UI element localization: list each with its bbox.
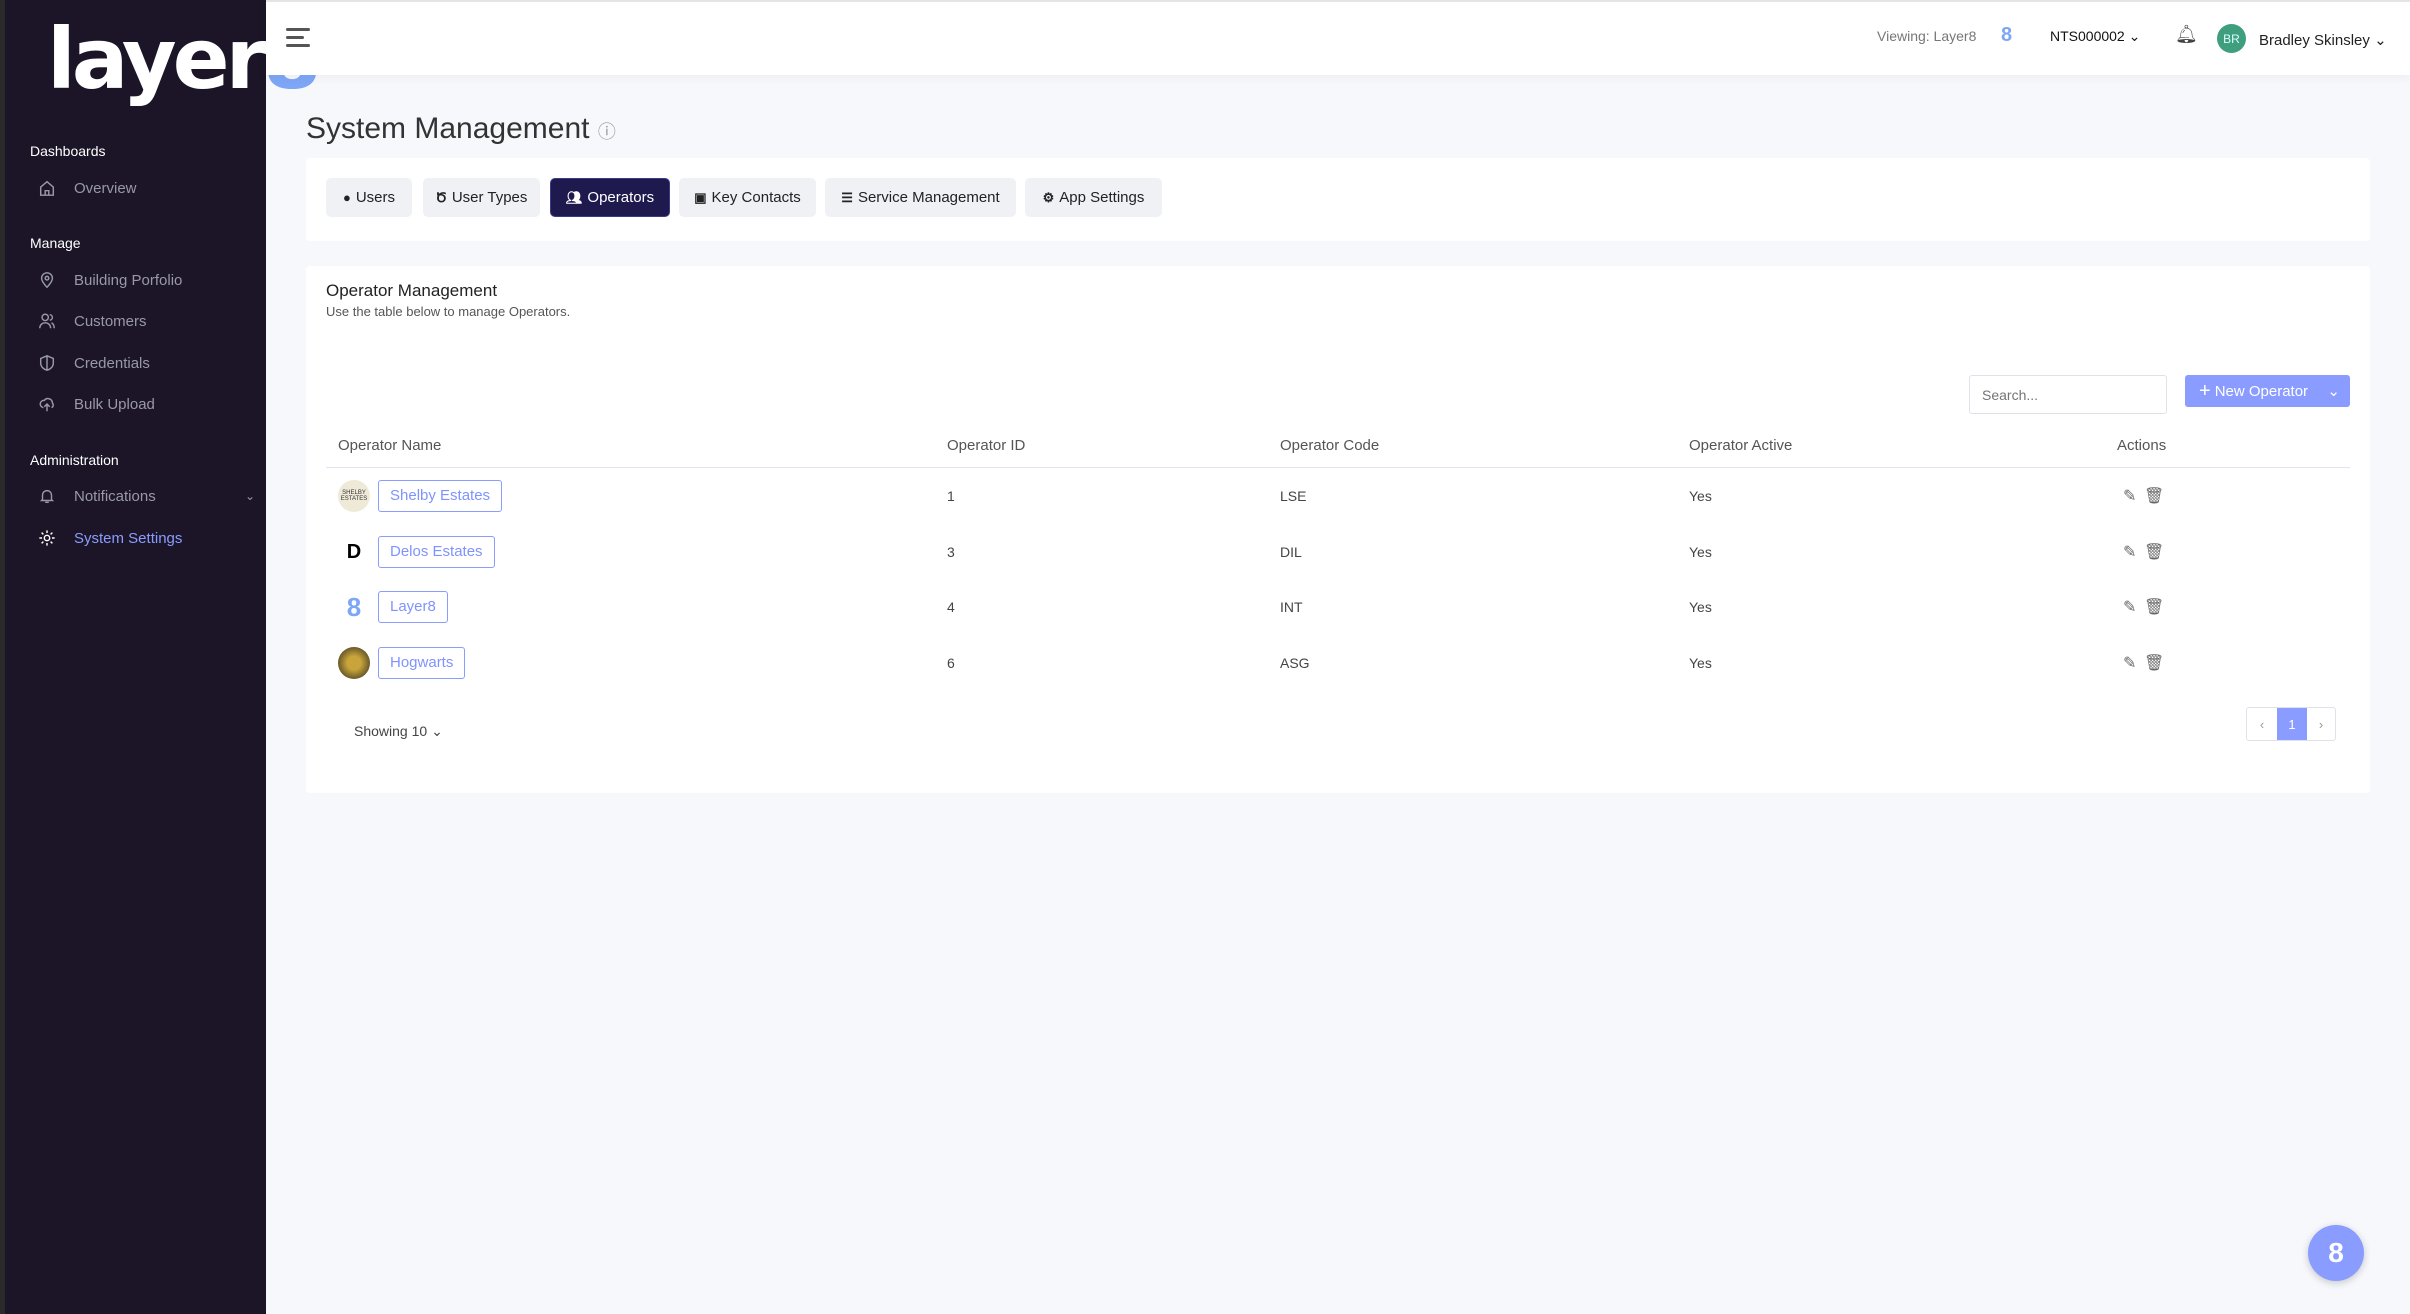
sidebar-item-system-settings[interactable]: System Settings (30, 520, 255, 556)
section-administration: Administration (30, 452, 119, 468)
sidebar-item-bulk-upload[interactable]: Bulk Upload (30, 386, 255, 422)
sidebar: layer8 Dashboards Overview Manage Buildi… (0, 0, 322, 1314)
search-input[interactable] (1969, 375, 2167, 414)
top-header: Viewing: Layer8 8 NTS000002 ⌄ 🔔︎ BR Brad… (266, 0, 2410, 75)
operator-id: 6 (947, 655, 955, 671)
operator-logo-icon: 8 (2001, 24, 2013, 46)
new-operator-button[interactable]: + New Operator ⌄ (2185, 375, 2350, 407)
tab-operators[interactable]: 👥︎ Operators (550, 178, 670, 217)
chevron-down-icon: ⌄ (431, 723, 443, 739)
sidebar-item-overview[interactable]: Overview (30, 170, 255, 206)
users-icon (39, 313, 55, 329)
trash-icon[interactable]: 🗑︎ (2144, 544, 2165, 561)
home-icon (39, 180, 55, 196)
col-actions: Actions (2117, 437, 2167, 454)
operator-id: 4 (947, 599, 955, 615)
tab-users[interactable]: ● Users (326, 178, 412, 217)
tab-service-management[interactable]: ☰ Service Management (825, 178, 1016, 217)
sidebar-item-building-portfolio[interactable]: Building Porfolio (30, 262, 255, 298)
edit-icon[interactable]: ✎ (2123, 655, 2137, 672)
notifications-bell-icon[interactable]: 🔔︎ (2175, 24, 2198, 44)
col-operator-active[interactable]: Operator Active (1689, 437, 1793, 454)
operator-code: ASG (1280, 655, 1310, 671)
operator-active: Yes (1689, 655, 1712, 671)
operator-code: LSE (1280, 488, 1307, 504)
operator-management-card (306, 266, 2370, 793)
address-book-icon: ▣ (694, 189, 707, 205)
viewing-label: Viewing: Layer8 (1877, 28, 1977, 44)
operator-logo-icon: 8 (346, 591, 362, 622)
edit-icon[interactable]: ✎ (2123, 488, 2137, 505)
tab-user-types[interactable]: Ծ User Types (423, 178, 540, 217)
users-icon: 👥︎ (565, 189, 583, 205)
help-icon[interactable]: ⓘ (597, 122, 616, 142)
chevron-down-icon: ⌄ (244, 489, 255, 503)
tab-key-contacts[interactable]: ▣ Key Contacts (679, 178, 816, 217)
panel-title: Operator Management (326, 281, 498, 300)
operator-active: Yes (1689, 544, 1712, 560)
operator-name-link[interactable]: Hogwarts (378, 647, 466, 679)
chat-fab-button[interactable]: 8 (2308, 1225, 2364, 1281)
col-operator-code[interactable]: Operator Code (1280, 437, 1380, 454)
pagination: ‹ 1 › (2246, 707, 2336, 741)
plus-icon: + (2199, 379, 2211, 402)
trash-icon[interactable]: 🗑︎ (2144, 599, 2165, 616)
operator-code: INT (1280, 599, 1303, 615)
sidebar-item-notifications[interactable]: Notifications ⌄ (30, 478, 255, 514)
col-operator-id[interactable]: Operator ID (947, 437, 1026, 454)
medal-icon: Ծ (435, 189, 447, 205)
page-size-select[interactable]: Showing 10 ⌄ (354, 723, 443, 739)
header-divider (326, 467, 2350, 468)
operator-id: 3 (947, 544, 955, 560)
operator-active: Yes (1689, 488, 1712, 504)
user-menu[interactable]: Bradley Skinsley ⌄ (2259, 32, 2387, 49)
map-pin-icon (40, 272, 54, 289)
prev-page-button[interactable]: ‹ (2259, 716, 2265, 732)
trash-icon[interactable]: 🗑︎ (2144, 488, 2165, 505)
next-page-button[interactable]: › (2318, 716, 2324, 732)
bell-icon (39, 489, 55, 504)
cloud-upload-icon (39, 397, 54, 412)
avatar[interactable]: BR (2217, 24, 2246, 53)
edit-icon[interactable]: ✎ (2123, 599, 2137, 616)
trash-icon[interactable]: 🗑︎ (2144, 655, 2165, 672)
operator-code: DIL (1280, 544, 1302, 560)
operator-name-link[interactable]: Shelby Estates (378, 480, 503, 512)
gears-icon: ⚙ (1042, 189, 1055, 205)
section-manage: Manage (30, 235, 81, 251)
page-1-button[interactable]: 1 (2277, 708, 2307, 740)
section-dashboards: Dashboards (30, 143, 106, 159)
server-icon: ☰ (841, 189, 853, 205)
operator-logo-icon: crest (338, 647, 370, 679)
operator-active: Yes (1689, 599, 1712, 615)
operator-logo-icon: D (346, 540, 362, 563)
hamburger-menu-icon[interactable] (286, 28, 310, 52)
operator-logo-icon: SHELBY ESTATES (338, 480, 370, 512)
operator-id: 1 (947, 488, 955, 504)
tab-app-settings[interactable]: ⚙ App Settings (1025, 178, 1162, 217)
operator-name-link[interactable]: Layer8 (378, 591, 448, 623)
col-operator-name[interactable]: Operator Name (338, 437, 442, 454)
account-selector[interactable]: NTS000002 ⌄ (2050, 28, 2141, 44)
sidebar-item-credentials[interactable]: Credentials (30, 345, 255, 381)
chevron-down-icon: ⌄ (2128, 28, 2141, 44)
shield-icon (39, 355, 55, 371)
chevron-down-icon: ⌄ (2374, 32, 2387, 49)
gear-icon (39, 530, 55, 546)
chevron-down-icon[interactable]: ⌄ (2327, 383, 2340, 400)
page-title: System Management ⓘ (306, 112, 616, 145)
panel-subtitle: Use the table below to manage Operators. (326, 304, 571, 319)
user-circle-icon: ● (342, 190, 351, 205)
edit-icon[interactable]: ✎ (2123, 544, 2137, 561)
sidebar-item-customers[interactable]: Customers (30, 303, 255, 339)
operator-name-link[interactable]: Delos Estates (378, 536, 495, 568)
